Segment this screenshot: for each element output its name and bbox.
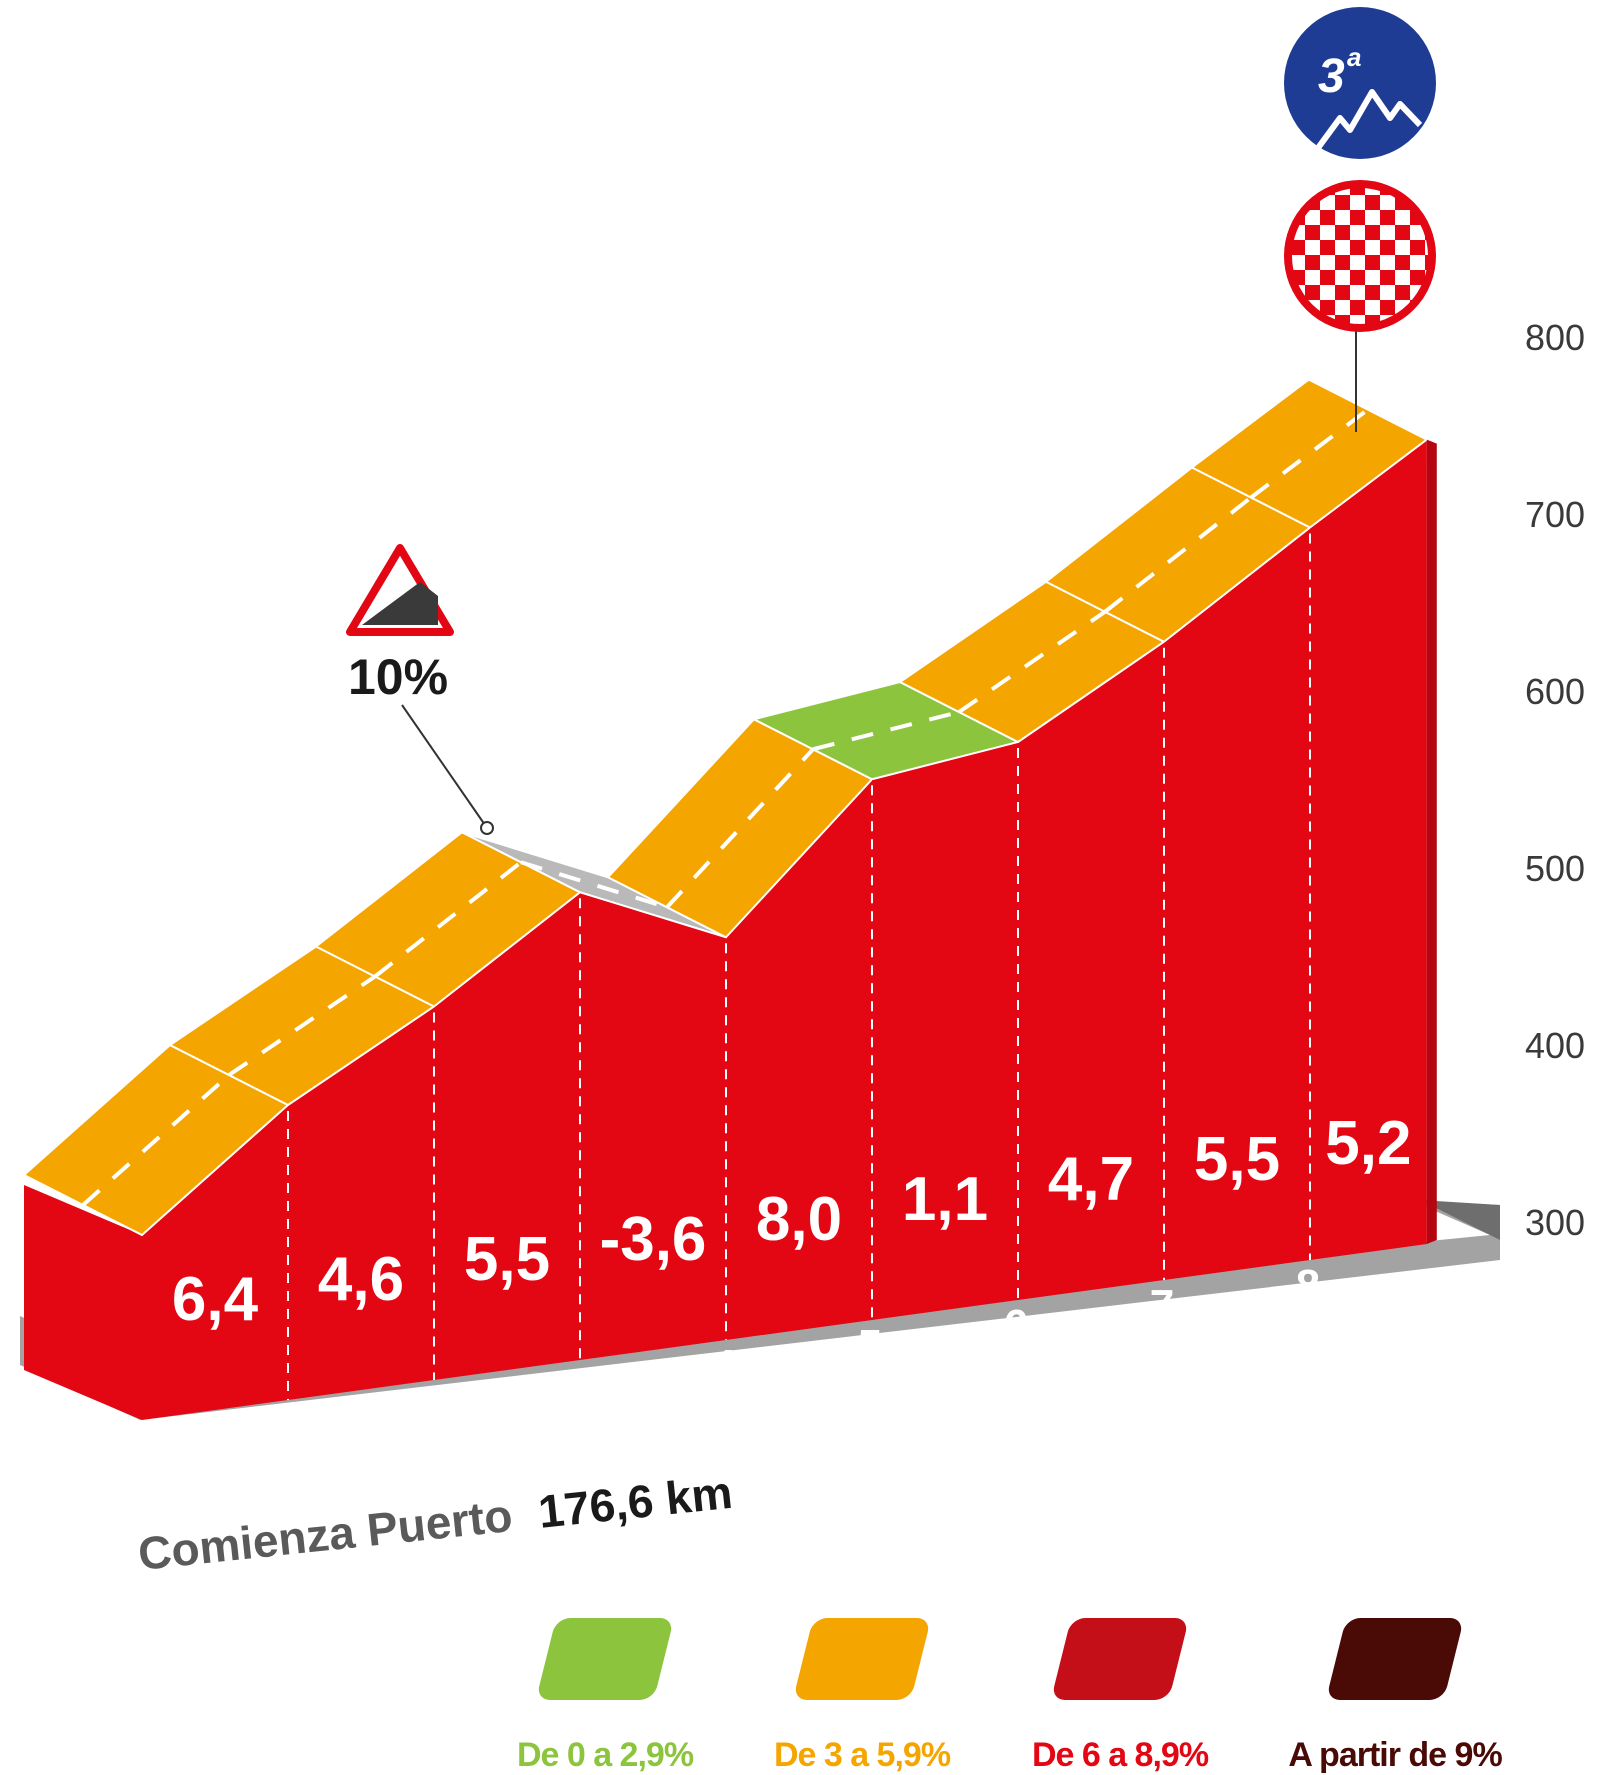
road-center-line-8: [1249, 408, 1370, 500]
road-center-line-7: [1103, 495, 1253, 614]
profile-end-face: [1426, 439, 1437, 1245]
profile-top-face-8: [1190, 378, 1429, 529]
profile-front-face-8: [1310, 439, 1427, 1261]
steep-gradient-label: 10%: [348, 649, 448, 705]
profile-front-face-5: [872, 742, 1018, 1320]
gradient-label-8: 5,2: [1325, 1109, 1411, 1178]
gradient-label-7: 5,5: [1194, 1125, 1280, 1194]
y-tick-800: 800: [1525, 317, 1585, 358]
checkered-flag-icon: [1284, 180, 1436, 332]
profile-front-face-1: [288, 1006, 434, 1400]
gradient-label-1: 4,6: [318, 1245, 404, 1314]
profile-front-face-6: [1018, 641, 1164, 1300]
steep-gradient-point: [480, 821, 494, 835]
steep-gradient-sign-icon: [346, 544, 454, 636]
gradient-label-6: 4,7: [1048, 1145, 1134, 1214]
y-tick-500: 500: [1525, 848, 1585, 889]
category-badge-text: 3: [1318, 50, 1345, 103]
road-center-line-1: [227, 974, 377, 1077]
x-tick-3: 3: [566, 1361, 590, 1410]
profile-side-face: [24, 1185, 142, 1420]
svg-text:Comienza Puerto 176,6 km: Comienza Puerto 176,6 km: [136, 1466, 735, 1580]
gradient-label-5: 1,1: [902, 1165, 988, 1234]
x-tick-6: 6: [1004, 1301, 1028, 1350]
road-center-line-3: [520, 860, 668, 910]
profile-front-face-2: [434, 892, 580, 1380]
profile-front-face-4: [726, 779, 872, 1340]
x-tick-5: 5: [858, 1321, 882, 1370]
steep-gradient-pointer: [401, 704, 486, 826]
x-axis: 0 1 2 3 4 5 6 7 8: [128, 1261, 1320, 1470]
y-tick-400: 400: [1525, 1025, 1585, 1066]
y-axis: 300 400 500 600 700 800: [1525, 317, 1585, 1243]
category-badge-sup: a: [1347, 42, 1361, 72]
x-tick-0: 0: [128, 1421, 152, 1470]
road-center-line-4: [665, 747, 815, 909]
profile-front-face-3: [580, 892, 726, 1360]
profile-front-face-0: [142, 1105, 288, 1420]
x-tick-2: 2: [420, 1381, 444, 1430]
x-tick-7: 7: [1150, 1281, 1174, 1330]
gradient-label-4: 8,0: [756, 1185, 842, 1254]
x-tick-4: 4: [712, 1341, 737, 1390]
y-tick-600: 600: [1525, 671, 1585, 712]
y-tick-700: 700: [1525, 494, 1585, 535]
profile-front-face-7: [1164, 527, 1310, 1280]
gradient-label-3: -3,6: [600, 1205, 707, 1274]
road-center-line-6: [957, 610, 1107, 714]
y-tick-300: 300: [1525, 1202, 1585, 1243]
start-label-prefix: Comienza Puerto: [136, 1489, 515, 1580]
x-tick-8: 8: [1296, 1261, 1320, 1310]
road-center-line-5: [812, 710, 960, 752]
mountain-icon: [1284, 7, 1436, 159]
start-label-km: 176,6 km: [536, 1466, 735, 1538]
x-tick-1: 1: [274, 1401, 298, 1450]
gradient-label-2: 5,5: [464, 1225, 550, 1294]
gradient-label-0: 6,4: [172, 1265, 259, 1334]
road-center-line-2: [373, 860, 523, 979]
road-center-line-0: [81, 1073, 231, 1207]
